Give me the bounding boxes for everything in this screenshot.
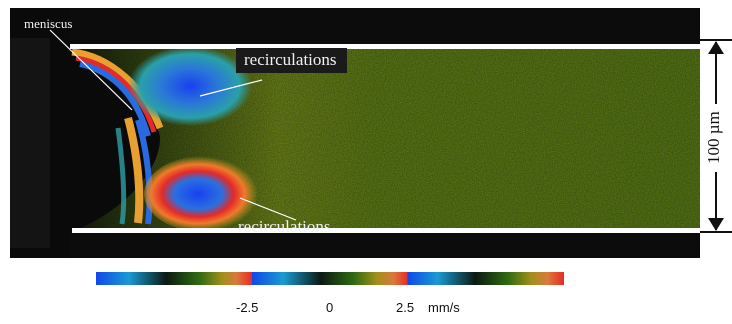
recirculations-label-bottom: recirculations [238,217,331,236]
colorbar-tick-neg: -2.5 [236,300,259,315]
scale-bar [700,39,732,233]
colorbar-tick-pos: 2.5 [396,300,415,315]
colorbar-tick-zero: 0 [326,300,334,315]
recirculations-label-top: recirculations [236,48,347,73]
velocity-field-image [10,8,700,258]
scale-label: 100 µm [704,111,723,164]
meniscus-label: meniscus [24,16,73,31]
velocity-field-graphic [10,8,700,258]
velocity-colorbar [96,272,564,285]
colorbar-unit: mm/s [428,300,460,315]
